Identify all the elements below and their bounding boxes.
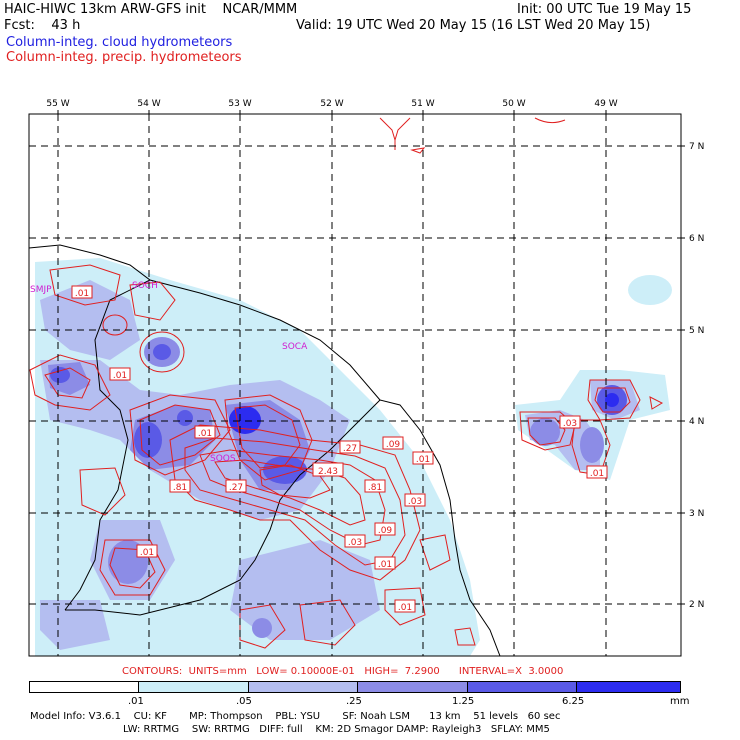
coastline — [29, 244, 501, 656]
cloud-shading — [35, 258, 672, 656]
station-label: SOCH — [132, 281, 158, 291]
lat-label: 3 N — [689, 509, 704, 519]
contour-label: .01 — [198, 429, 212, 439]
lat-label: 5 N — [689, 326, 704, 336]
contour-label: .03 — [348, 538, 362, 548]
shade-deep-8 — [252, 618, 272, 638]
colorbar-bin-5 — [467, 681, 577, 693]
forecast-hour: Fcst: 43 h — [4, 18, 81, 33]
shade-deep-2 — [177, 410, 193, 426]
contour-label: 2.43 — [318, 467, 338, 477]
contour-label-boxes — [71, 285, 608, 613]
shade-dark-8 — [580, 427, 604, 463]
contour-label: .01 — [398, 603, 412, 613]
lon-label: 55 W — [46, 99, 69, 109]
graticule — [29, 114, 681, 656]
map-ticks — [57, 110, 685, 605]
lat-label: 6 N — [689, 234, 704, 244]
colorbar-bin-4 — [357, 681, 468, 693]
station-label: SMJP — [30, 285, 52, 295]
border-guyane-brazil — [65, 399, 381, 616]
lon-label: 52 W — [320, 99, 343, 109]
shade-light-ne — [628, 275, 672, 305]
chart-title: HAIC-HIWC 13km ARW-GFS init NCAR/MMM — [4, 2, 298, 17]
contour-label-texts: .01 .01 .01 .27 .09 .01 .81 .27 2.43 .81… — [75, 289, 604, 613]
colorbar-tick: .05 — [236, 696, 252, 707]
init-time: Init: 00 UTC Tue 19 May 15 — [517, 2, 692, 17]
contour-label: .01 — [113, 371, 127, 381]
colorbar-unit: mm — [670, 696, 690, 707]
lon-labels: 55 W 54 W 53 W 52 W 51 W 50 W 49 W — [46, 99, 617, 109]
lat-labels: 7 N 6 N 5 N 4 N 3 N 2 N — [689, 142, 704, 610]
shade-deep-1 — [229, 406, 261, 434]
colorbar-bin-6 — [576, 681, 681, 693]
map-frame — [28, 113, 682, 657]
contour-label: .27 — [229, 483, 243, 493]
contour-label: .09 — [386, 440, 401, 450]
lat-label: 4 N — [689, 417, 704, 427]
lon-label: 51 W — [411, 99, 434, 109]
lat-label: 7 N — [689, 142, 704, 152]
shade-deep-5 — [153, 344, 171, 360]
shade-dark-6 — [530, 418, 560, 446]
contour-label: .81 — [368, 483, 382, 493]
colorbar-bin-1 — [29, 681, 139, 693]
precip-contours — [29, 117, 664, 649]
colorbar-tick: 6.25 — [562, 696, 585, 707]
contour-label: .01 — [416, 455, 430, 465]
contour-label: .03 — [563, 419, 577, 429]
contour-label: .81 — [173, 483, 187, 493]
model-info-line2: LW: RRTMG SW: RRTMG DIFF: full KM: 2D Sm… — [123, 724, 550, 735]
geography — [29, 244, 501, 656]
station-label: SOCA — [282, 342, 308, 352]
lon-label: 53 W — [228, 99, 251, 109]
legend-cloud: Column-integ. cloud hydrometeors — [6, 35, 233, 50]
colorbar-tick: .25 — [346, 696, 362, 707]
contour-label: .27 — [343, 444, 357, 454]
contour-label: .01 — [75, 289, 89, 299]
model-info-line1: Model Info: V3.6.1 CU: KF MP: Thompson P… — [30, 711, 561, 722]
colorbar-tick: 1.25 — [452, 696, 475, 707]
valid-time: Valid: 19 UTC Wed 20 May 15 (16 LST Wed … — [296, 18, 651, 33]
border-suriname-guyane — [64, 279, 151, 611]
station-label: SOOS — [210, 454, 236, 464]
lon-label: 50 W — [502, 99, 525, 109]
stations: SMJP SOCH SOCA SOOS — [30, 281, 308, 464]
colorbar-tick: .01 — [128, 696, 144, 707]
contours-info: CONTOURS: UNITS=mm LOW= 0.10000E-01 HIGH… — [122, 666, 564, 677]
legend-precip: Column-integ. precip. hydrometeors — [6, 50, 242, 65]
contour-label: .03 — [408, 497, 422, 507]
contour-label: .01 — [140, 548, 154, 558]
contour-label: .09 — [378, 526, 393, 536]
shade-deep-3 — [50, 367, 70, 383]
colorbar-bin-3 — [248, 681, 358, 693]
shade-deep-6 — [134, 422, 162, 458]
shade-deep-7 — [605, 393, 619, 407]
lat-label: 2 N — [689, 600, 704, 610]
contour-label: .01 — [378, 560, 392, 570]
lon-label: 49 W — [594, 99, 617, 109]
colorbar-bin-2 — [138, 681, 249, 693]
lon-label: 54 W — [137, 99, 160, 109]
contour-label: .01 — [590, 469, 604, 479]
